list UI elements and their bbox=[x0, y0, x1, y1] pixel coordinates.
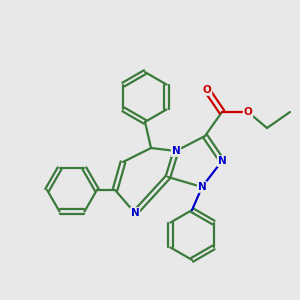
Text: N: N bbox=[172, 146, 180, 156]
Text: N: N bbox=[130, 208, 140, 218]
Text: N: N bbox=[218, 156, 226, 166]
Text: N: N bbox=[198, 182, 206, 192]
Text: O: O bbox=[202, 85, 211, 95]
Text: O: O bbox=[244, 107, 252, 117]
